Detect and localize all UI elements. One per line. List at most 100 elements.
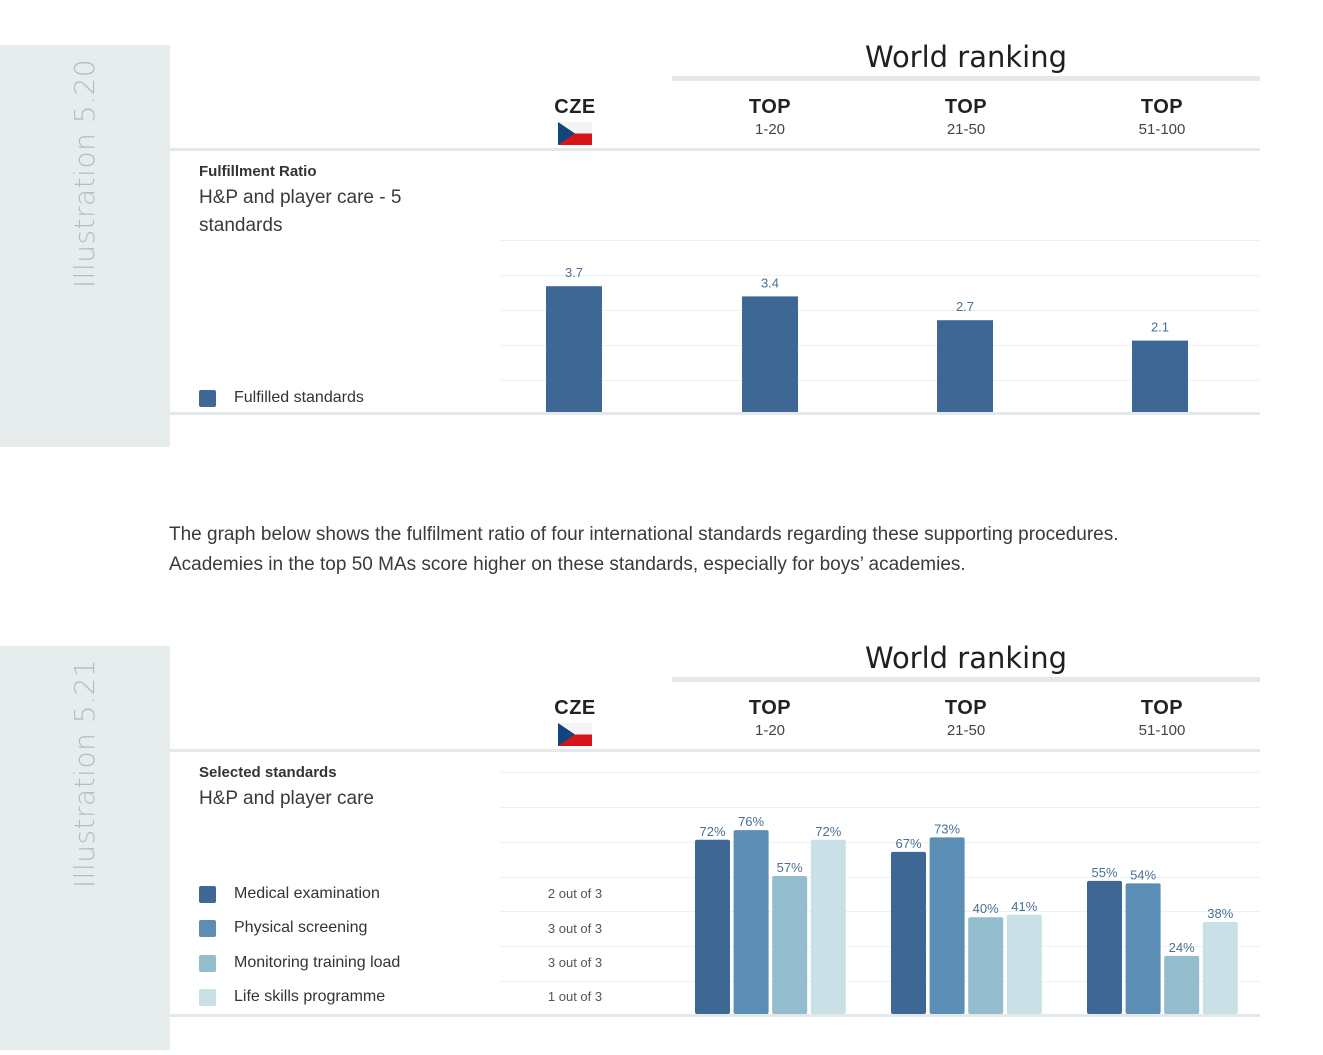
column-header-top-21-50: TOP 21-50 <box>886 96 1046 138</box>
bar-value-label: 76% <box>738 814 764 829</box>
paragraph-line: The graph below shows the fulfilment rat… <box>169 524 1119 545</box>
column-header-top-51-100: TOP 51-100 <box>1082 697 1242 739</box>
legend-item: Fulfilled standards <box>199 388 364 408</box>
bar-value-label: 24% <box>1169 940 1195 955</box>
bar-fulfilled-standards <box>546 286 602 412</box>
section-title: Selected standards <box>199 764 337 781</box>
bar-value-label: 2.1 <box>1151 320 1169 335</box>
bar-monitoring-training-load <box>968 917 1004 1014</box>
legend-label: Fulfilled standards <box>234 389 364 406</box>
section-title: Fulfillment Ratio <box>199 163 317 180</box>
section-subtitle: H&P and player care - 5 standards <box>199 184 401 240</box>
section-subtitle: H&P and player care <box>199 788 374 809</box>
bar-value-label: 72% <box>699 824 725 839</box>
gridline <box>500 877 1260 878</box>
column-header-top-1-20: TOP 1-20 <box>690 697 850 739</box>
bar-life-skills-programme <box>1006 914 1042 1014</box>
bar-value-label: 38% <box>1207 906 1233 921</box>
cze-fulfillment-value: 2 out of 3 <box>547 886 603 901</box>
bar-life-skills-programme <box>1202 922 1238 1014</box>
bar-value-label: 73% <box>934 821 960 836</box>
bar-medical-examination <box>695 839 730 1014</box>
legend-swatch <box>199 954 216 972</box>
bar-value-label: 72% <box>815 824 841 839</box>
bar-value-label: 54% <box>1130 867 1156 882</box>
column-header-cze: CZE <box>495 96 655 145</box>
gridline <box>500 240 1260 241</box>
gridline <box>500 946 1260 947</box>
chart-baseline <box>170 412 1260 415</box>
column-title: TOP <box>748 697 792 719</box>
bar-fulfilled-standards <box>937 320 993 412</box>
column-subtitle: 21-50 <box>946 722 986 739</box>
column-title: CZE <box>554 697 596 719</box>
bar-value-label: 67% <box>895 836 921 851</box>
column-subtitle: 1-20 <box>754 722 786 739</box>
header-divider <box>170 148 1260 151</box>
header-divider <box>170 749 1260 752</box>
column-subtitle: 51-100 <box>1138 722 1186 739</box>
cze-fulfillment-value: 3 out of 3 <box>547 921 603 936</box>
column-title: TOP <box>1140 96 1184 118</box>
gridline <box>500 842 1260 843</box>
column-subtitle: 51-100 <box>1138 121 1186 138</box>
column-header-top-1-20: TOP 1-20 <box>690 96 850 138</box>
bar-physical-screening <box>929 837 965 1014</box>
column-title: TOP <box>944 96 988 118</box>
column-subtitle: 21-50 <box>946 121 986 138</box>
bar-life-skills-programme <box>810 839 846 1014</box>
bar-fulfilled-standards <box>1132 340 1188 412</box>
column-title: TOP <box>748 96 792 118</box>
legend-label: Monitoring training load <box>234 954 401 971</box>
gridline <box>500 807 1260 808</box>
bar-value-label: 57% <box>777 860 803 875</box>
legend-label: Physical screening <box>234 919 368 936</box>
gridline <box>500 310 1260 311</box>
legend-item: Monitoring training load <box>199 953 400 973</box>
cze-fulfillment-value: 1 out of 3 <box>547 989 603 1004</box>
column-title: TOP <box>944 697 988 719</box>
gridline <box>500 981 1260 982</box>
legend-swatch <box>199 389 216 407</box>
section-subtitle-line: H&P and player care - 5 <box>199 187 402 208</box>
bar-monitoring-training-load <box>1164 955 1200 1014</box>
column-header-top-51-100: TOP 51-100 <box>1082 96 1242 138</box>
fulfillment-ratio-chart: 3.7 3.4 2.7 2.1 <box>546 265 1188 412</box>
illustration-sidebar <box>0 45 170 447</box>
bar-physical-screening <box>1125 883 1161 1014</box>
gridline <box>500 911 1260 912</box>
legend-swatch <box>199 988 216 1006</box>
body-paragraph: The graph below shows the fulfilment rat… <box>169 520 1265 580</box>
legend-label: Life skills programme <box>234 988 386 1005</box>
column-title: CZE <box>554 96 596 118</box>
section-subtitle-line: standards <box>199 215 283 236</box>
bar-medical-examination <box>1087 880 1122 1014</box>
legend-swatch <box>199 885 216 903</box>
column-header-top-21-50: TOP 21-50 <box>886 697 1046 739</box>
column-subtitle: 1-20 <box>754 121 786 138</box>
gridline <box>500 380 1260 381</box>
bar-value-label: 55% <box>1091 865 1117 880</box>
gridline <box>500 345 1260 346</box>
world-ranking-underline <box>672 76 1260 81</box>
paragraph-line: Academies in the top 50 MAs score higher… <box>169 554 966 575</box>
world-ranking-underline <box>672 677 1260 682</box>
bar-medical-examination <box>891 851 926 1014</box>
chart-baseline <box>170 1014 1260 1017</box>
legend-item: Medical examination <box>199 884 380 904</box>
column-header-cze: CZE <box>495 697 655 746</box>
bar-monitoring-training-load <box>772 876 808 1014</box>
bar-value-label: 40% <box>973 901 999 916</box>
gridline <box>500 275 1260 276</box>
gridline <box>500 772 1260 773</box>
column-title: TOP <box>1140 697 1184 719</box>
bar-value-label: 2.7 <box>956 299 974 314</box>
legend-item: Life skills programme <box>199 987 385 1007</box>
illustration-sidebar <box>0 646 170 1050</box>
legend-label: Medical examination <box>234 885 380 902</box>
legend-swatch <box>199 919 216 937</box>
legend-item: Physical screening <box>199 918 367 938</box>
bar-value-label: 3.7 <box>565 265 583 280</box>
world-ranking-title: World ranking <box>864 40 1068 74</box>
